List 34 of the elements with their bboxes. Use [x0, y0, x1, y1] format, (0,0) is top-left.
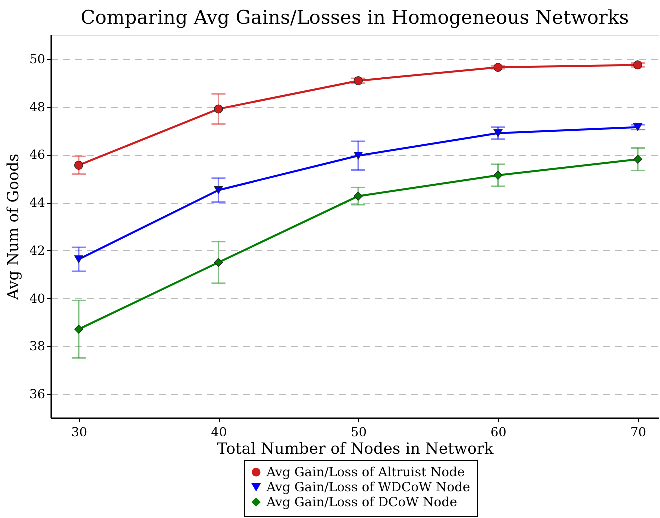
point [494, 63, 503, 72]
x-tick-label: 30 [72, 424, 88, 440]
y-tick-label: 48 [30, 99, 46, 114]
legend-label: Avg Gain/Loss of WDCoW Node [266, 479, 470, 494]
point [494, 171, 503, 180]
point [74, 324, 84, 334]
y-tick-label: 36 [30, 386, 46, 402]
y-tick-label: 38 [30, 338, 46, 354]
x-tick-label: 60 [490, 424, 507, 440]
point [634, 154, 643, 164]
point [634, 60, 643, 70]
point [74, 256, 84, 264]
point [214, 258, 224, 268]
chart-title: Comparing Avg Gains/Losses in Homogeneous Networks [80, 7, 630, 29]
y-axis-title: Avg Num of Goods [4, 154, 23, 302]
point [214, 186, 224, 194]
y-tick-label: 50 [30, 51, 46, 66]
y-tick-label: 46 [30, 147, 46, 162]
point [354, 152, 363, 160]
point [354, 192, 363, 201]
y-tick-label: 42 [30, 242, 46, 258]
point [214, 104, 224, 114]
x-tick-label: 70 [630, 424, 647, 440]
x-axis-title: Total Number of Nodes in Network [217, 440, 494, 458]
legend-label: Avg Gain/Loss of Altruist Node [266, 464, 465, 480]
y-tick-label: 40 [30, 290, 46, 306]
y-tick-label: 44 [30, 195, 46, 210]
point [494, 129, 503, 138]
x-tick-label: 40 [211, 424, 228, 440]
point [354, 76, 363, 86]
point [74, 160, 84, 170]
x-tick-label: 50 [351, 424, 367, 440]
point [634, 123, 643, 132]
legend-label: Avg Gain/Loss of DCoW Node [266, 494, 458, 510]
